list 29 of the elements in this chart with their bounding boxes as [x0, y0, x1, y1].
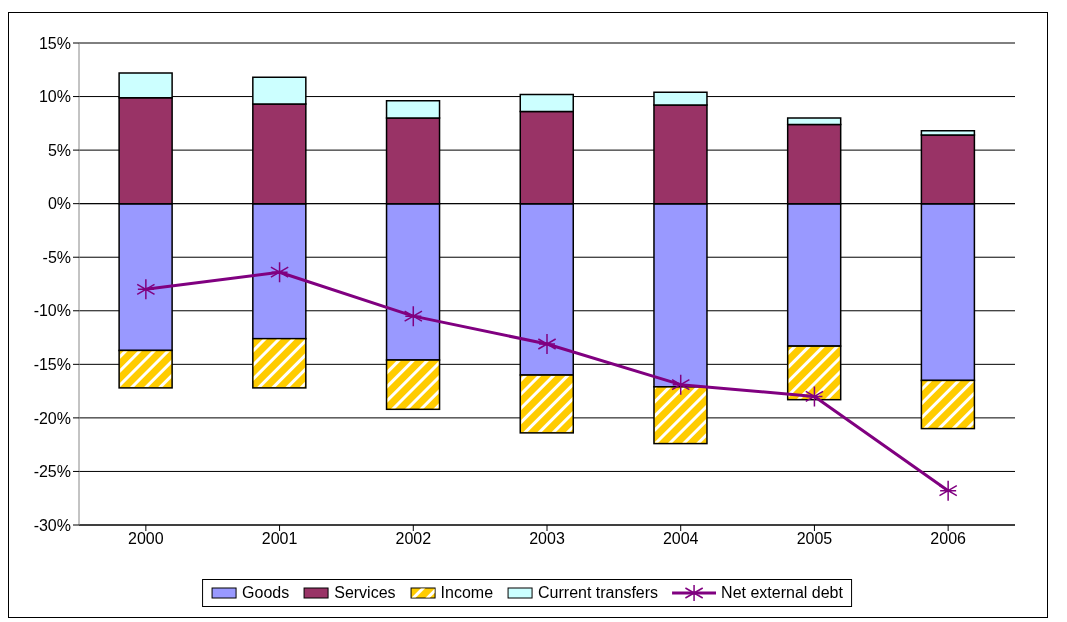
legend-label: Net external debt: [721, 584, 843, 602]
point: [136, 278, 156, 301]
x-tick-label: 2001: [261, 530, 298, 548]
y-tick-label: -30%: [33, 516, 71, 534]
legend-label: Income: [440, 584, 494, 602]
y-tick-label: -20%: [33, 409, 71, 427]
y-tick-label: 5%: [47, 141, 71, 159]
point: [270, 261, 289, 283]
y-tick-label: 10%: [38, 88, 71, 106]
legend-label: Current transfers: [538, 584, 659, 602]
x-tick-label: 2003: [529, 530, 565, 548]
y-tick-label: -10%: [33, 302, 71, 320]
point: [938, 479, 958, 502]
point: [805, 385, 824, 408]
y-tick-label: 15%: [38, 34, 71, 52]
x-tick-label: 2004: [662, 530, 699, 548]
x-tick-label: 2005: [796, 530, 833, 548]
y-tick-label: -25%: [33, 463, 71, 481]
point: [537, 333, 557, 355]
y-tick-label: -15%: [33, 356, 71, 374]
y-tick-label: -5%: [42, 248, 71, 266]
x-tick-label: 2000: [128, 530, 164, 548]
point: [403, 305, 423, 327]
legend-label: Goods: [242, 584, 290, 602]
legend-label: Services: [334, 584, 396, 602]
x-tick-label: 2002: [395, 530, 432, 548]
x-tick-label: 2006: [930, 530, 967, 548]
y-tick-label: 0%: [47, 195, 71, 213]
point: [671, 373, 691, 396]
